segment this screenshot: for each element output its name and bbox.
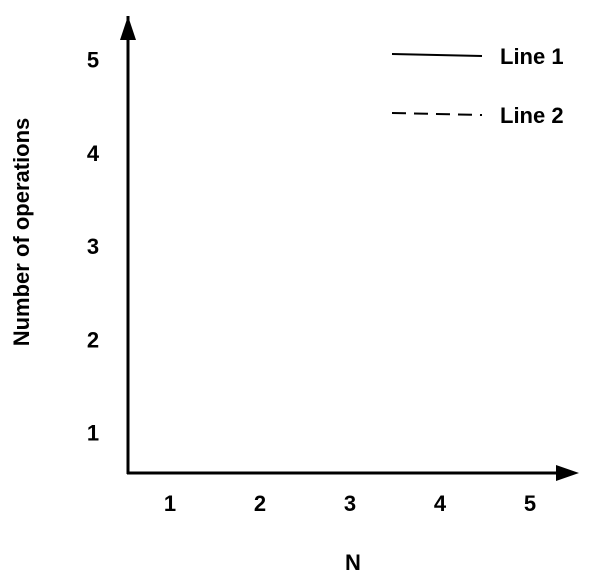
legend-label: Line 2: [500, 103, 564, 128]
x-axis-arrow: [556, 465, 579, 481]
x-tick-label: 2: [254, 491, 266, 516]
y-tick-label: 3: [87, 234, 99, 259]
y-axis-arrow: [120, 16, 136, 40]
legend-swatch: [391, 112, 483, 116]
y-tick-label: 5: [87, 48, 99, 73]
legend-label: Line 1: [500, 44, 564, 69]
y-tick-label: 4: [87, 141, 100, 166]
x-axis-label: N: [345, 550, 361, 575]
x-tick-label: 4: [434, 491, 447, 516]
legend-swatch: [391, 53, 483, 57]
y-axis-label: Number of operations: [9, 118, 34, 347]
y-tick-label: 1: [87, 421, 99, 446]
y-tick-label: 2: [87, 327, 99, 352]
x-tick-label: 3: [344, 491, 356, 516]
x-tick-label: 5: [524, 491, 536, 516]
x-tick-label: 1: [164, 491, 176, 516]
